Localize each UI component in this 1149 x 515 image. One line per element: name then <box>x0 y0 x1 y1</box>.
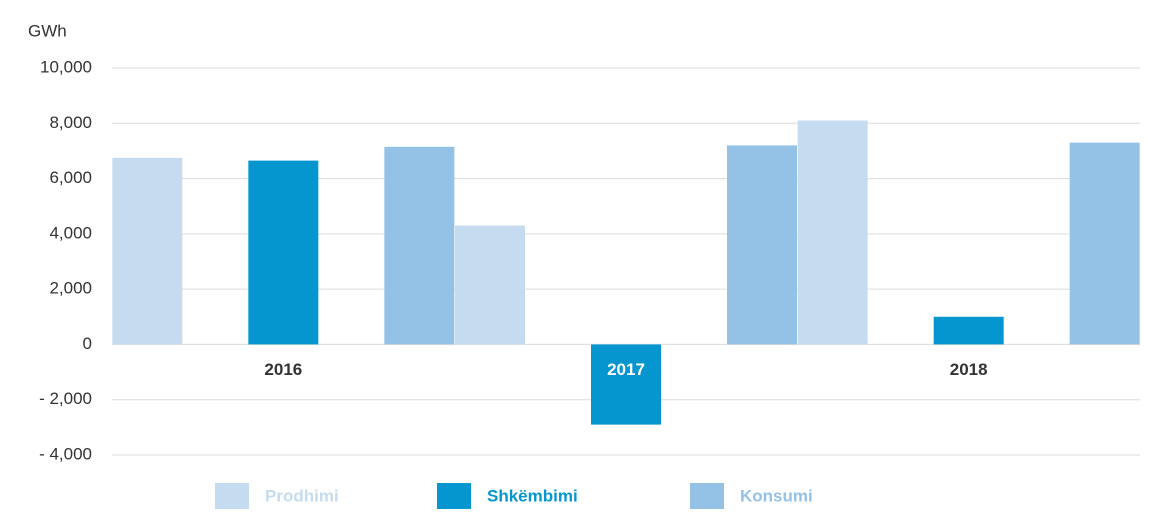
x-tick-label: 2018 <box>950 360 988 379</box>
y-tick-label: 0 <box>83 334 92 353</box>
legend-label: Shkëmbimi <box>487 486 578 505</box>
bar <box>1069 142 1140 345</box>
y-tick-label: 4,000 <box>49 223 92 242</box>
legend-swatch <box>690 483 724 509</box>
y-tick-label: - 4,000 <box>39 444 92 463</box>
bar <box>591 344 661 425</box>
bar <box>933 316 1004 345</box>
y-tick-label: 8,000 <box>49 113 92 132</box>
x-tick-label: 2017 <box>607 360 645 379</box>
bar <box>727 145 797 345</box>
y-tick-label: 6,000 <box>49 168 92 187</box>
bar <box>248 160 319 345</box>
bar <box>455 225 525 345</box>
bar <box>112 157 183 345</box>
bar <box>797 120 868 345</box>
y-tick-label: 10,000 <box>40 57 92 76</box>
legend-label: Konsumi <box>740 486 813 505</box>
y-tick-label: - 2,000 <box>39 389 92 408</box>
x-tick-label: 2016 <box>264 360 302 379</box>
y-axis-label: GWh <box>28 21 67 40</box>
y-tick-label: 2,000 <box>49 279 92 298</box>
legend-label: Prodhimi <box>265 486 339 505</box>
legend-swatch <box>215 483 249 509</box>
bar <box>384 146 455 345</box>
legend-swatch <box>437 483 471 509</box>
